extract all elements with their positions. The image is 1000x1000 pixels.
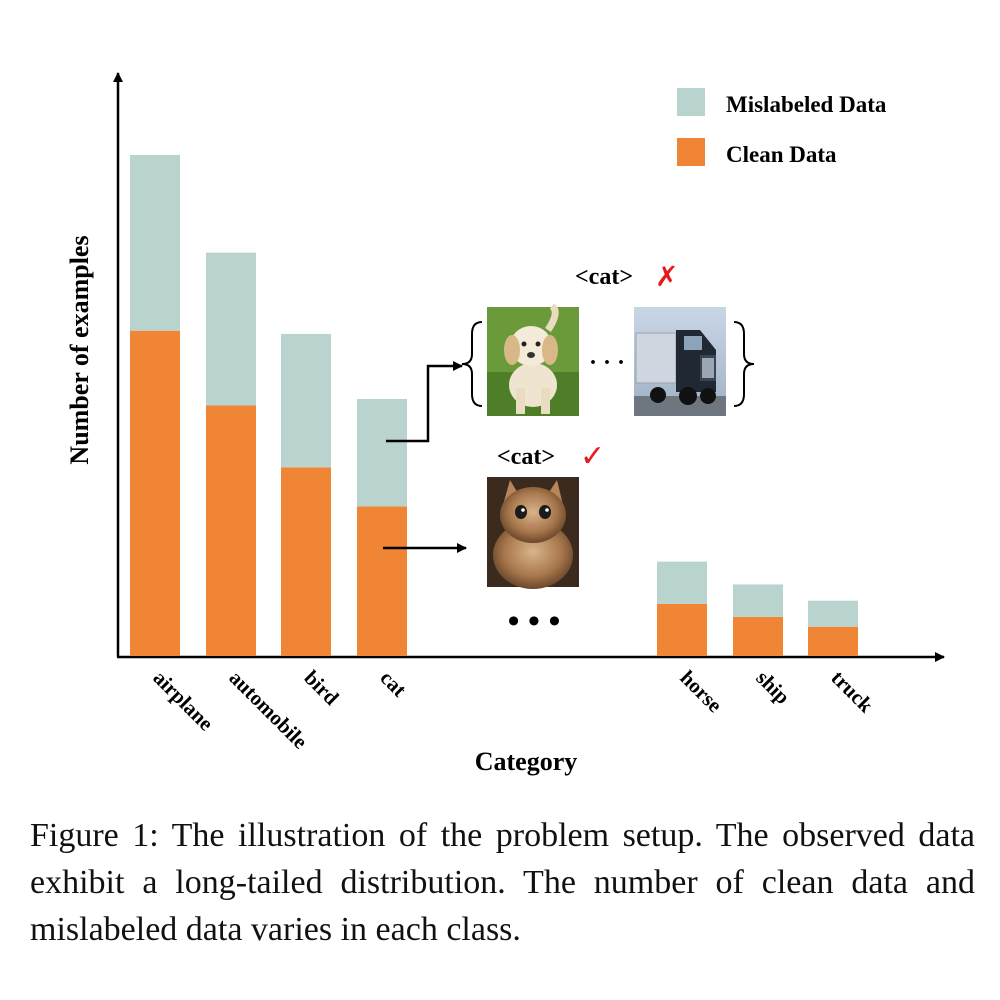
bar-clean-bird	[281, 467, 331, 656]
omitted-categories-marker: • • •	[508, 603, 561, 640]
legend-swatch-mislabeled	[677, 88, 705, 116]
bar-mislabeled-airplane	[130, 155, 180, 331]
bar-clean-cat	[357, 506, 407, 656]
clean-annotation: <cat> ✓	[487, 440, 605, 589]
mislabeled-annotation: <cat> ✗ · · ·	[461, 262, 755, 416]
kitten-image	[487, 477, 579, 589]
x-tick-label-airplane: airplane	[148, 666, 218, 736]
left-brace	[461, 321, 483, 407]
truck-image	[634, 307, 726, 416]
connector-arrows	[383, 361, 467, 553]
x-tick-label-bird: bird	[299, 666, 343, 710]
check-mark-icon: ✓	[580, 440, 605, 473]
puppy-image	[487, 303, 579, 416]
right-brace	[733, 321, 755, 407]
legend-label-mislabeled: Mislabeled Data	[726, 92, 887, 117]
legend: Mislabeled Data Clean Data	[677, 88, 887, 167]
bar-mislabeled-automobile	[206, 252, 256, 406]
figure-caption: Figure 1: The illustration of the proble…	[30, 817, 975, 948]
bar-clean-automobile	[206, 405, 256, 656]
bar-mislabeled-ship	[733, 584, 783, 617]
x-tick-label-ship: ship	[751, 666, 794, 709]
bar-clean-truck	[808, 626, 858, 656]
axes	[113, 72, 945, 662]
x-axis-label: Category	[475, 747, 578, 776]
clean-class-tag: <cat>	[497, 444, 555, 470]
bars-group	[130, 155, 858, 656]
bar-clean-horse	[657, 603, 707, 656]
x-tick-label-horse: horse	[675, 666, 727, 718]
bar-mislabeled-horse	[657, 561, 707, 604]
image-ellipsis: · · ·	[589, 350, 625, 376]
legend-label-clean: Clean Data	[726, 142, 837, 167]
bar-mislabeled-cat	[357, 398, 407, 507]
bar-clean-airplane	[130, 330, 180, 656]
y-axis-label: Number of examples	[65, 235, 94, 464]
bar-mislabeled-bird	[281, 333, 331, 468]
bar-clean-ship	[733, 616, 783, 656]
legend-swatch-clean	[677, 138, 705, 166]
cross-mark-icon: ✗	[655, 262, 678, 293]
arrow-to-mislabeled	[386, 361, 463, 443]
mislabeled-class-tag: <cat>	[575, 264, 633, 290]
x-tick-label-cat: cat	[375, 666, 411, 702]
bar-mislabeled-truck	[808, 600, 858, 627]
x-tick-label-automobile: automobile	[224, 666, 312, 754]
x-tick-label-truck: truck	[826, 666, 878, 718]
